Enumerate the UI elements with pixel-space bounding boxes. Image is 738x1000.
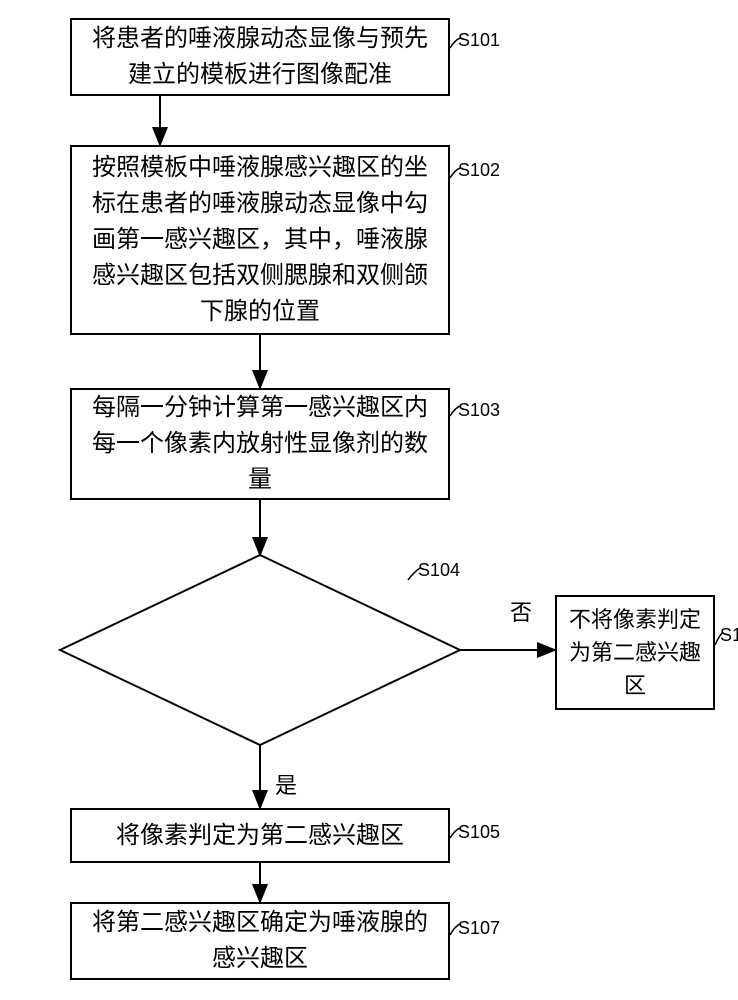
node-label-s103: S103	[458, 400, 500, 421]
node-s104-text: 判断每个像素内显像剂的数量是否成正增长	[110, 615, 410, 687]
node-text: 不将像素判定为第二感兴趣区	[569, 603, 701, 702]
node-s107: 将第二感兴趣区确定为唾液腺的感兴趣区	[70, 902, 450, 980]
node-label-s101: S101	[458, 30, 500, 51]
node-text: 将像素判定为第二感兴趣区	[116, 818, 404, 854]
node-label-s105: S105	[458, 822, 500, 843]
node-label-s106: S106	[720, 625, 738, 646]
node-label-s107: S107	[458, 918, 500, 939]
flowchart-canvas: 将患者的唾液腺动态显像与预先建立的模板进行图像配准 S101 按照模板中唾液腺感…	[0, 0, 738, 1000]
node-label-s104: S104	[418, 560, 460, 581]
edge-label-no: 否	[510, 595, 532, 627]
node-s105: 将像素判定为第二感兴趣区	[70, 808, 450, 863]
node-text: 将患者的唾液腺动态显像与预先建立的模板进行图像配准	[84, 21, 436, 93]
node-s101: 将患者的唾液腺动态显像与预先建立的模板进行图像配准	[70, 18, 450, 96]
node-text: 将第二感兴趣区确定为唾液腺的感兴趣区	[84, 905, 436, 977]
node-s102: 按照模板中唾液腺感兴趣区的坐标在患者的唾液腺动态显像中勾画第一感兴趣区，其中，唾…	[70, 145, 450, 335]
node-s103: 每隔一分钟计算第一感兴趣区内每一个像素内放射性显像剂的数量	[70, 388, 450, 500]
edge-label-yes: 是	[275, 768, 297, 800]
node-text: 每隔一分钟计算第一感兴趣区内每一个像素内放射性显像剂的数量	[84, 390, 436, 498]
node-s106: 不将像素判定为第二感兴趣区	[555, 595, 715, 710]
node-label-s102: S102	[458, 160, 500, 181]
node-text: 按照模板中唾液腺感兴趣区的坐标在患者的唾液腺动态显像中勾画第一感兴趣区，其中，唾…	[84, 150, 436, 330]
